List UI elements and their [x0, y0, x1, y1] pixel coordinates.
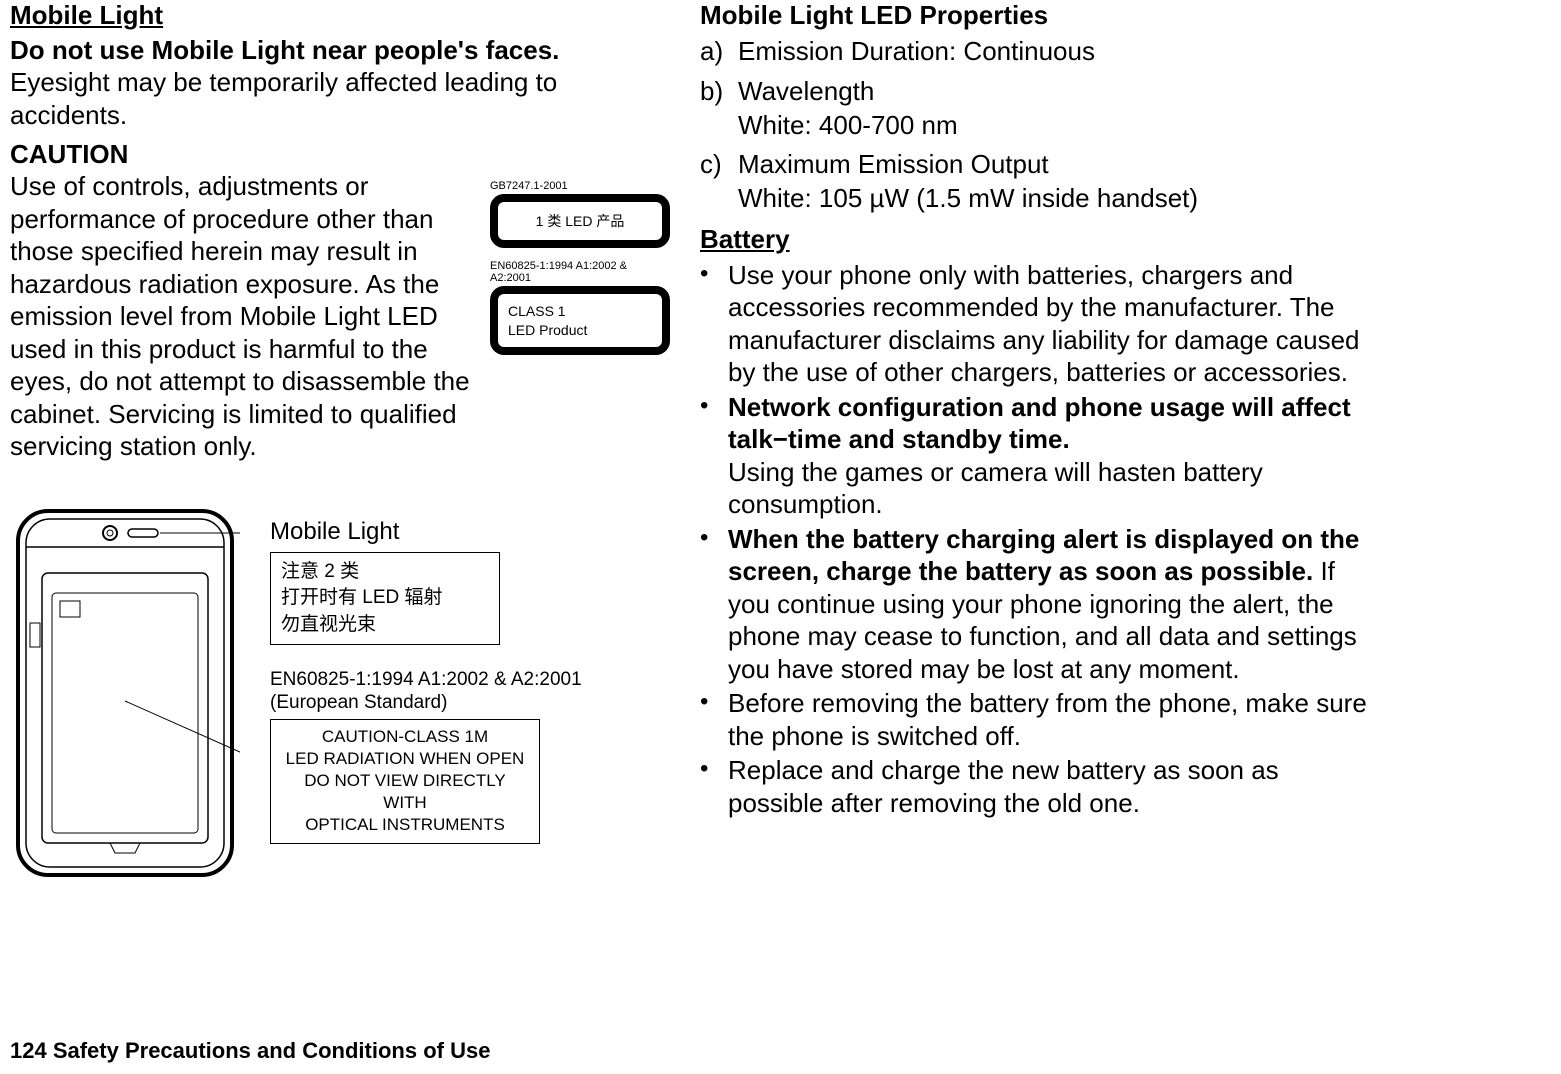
battery-bullet-5: • Replace and charge the new battery as … [700, 754, 1370, 819]
chinese-warning-box: 注意 2 类 打开时有 LED 辐射 勿直视光束 [270, 552, 500, 646]
caution-box-line1: CAUTION-CLASS 1M [281, 726, 529, 748]
property-c-line1: Maximum Emission Output [738, 148, 1370, 182]
property-c-letter: c) [700, 148, 738, 216]
caution-heading: CAUTION [10, 139, 670, 170]
bullet2-rest: Using the games or camera will hasten ba… [728, 457, 1263, 520]
property-c: c) Maximum Emission Output White: 105 µW… [700, 148, 1370, 216]
caution-box-line3: DO NOT VIEW DIRECTLY WITH [281, 770, 529, 814]
label-boxes-container: GB7247.1-2001 1 类 LED 产品 EN60825-1:1994 … [490, 170, 670, 355]
bullet-icon: • [700, 523, 728, 686]
bullet4-text: Before removing the battery from the pho… [728, 687, 1370, 752]
caution-box-line2: LED RADIATION WHEN OPEN [281, 748, 529, 770]
label1-box: 1 类 LED 产品 [490, 194, 670, 248]
property-a-letter: a) [700, 35, 738, 69]
warning-body: Eyesight may be temporarily affected lea… [10, 66, 670, 131]
battery-heading: Battery [700, 224, 1370, 255]
battery-bullet-3: • When the battery charging alert is dis… [700, 523, 1370, 686]
bullet1-text: Use your phone only with batteries, char… [728, 259, 1370, 389]
label1-standard: GB7247.1-2001 [490, 180, 670, 192]
label2-standard: EN60825-1:1994 A1:2002 & A2:2001 [490, 260, 670, 284]
bullet-icon: • [700, 754, 728, 819]
diagram-area: Mobile Light 注意 2 类 打开时有 LED 辐射 勿直视光束 EN… [10, 503, 670, 888]
bullet2-bold: Network configuration and phone usage wi… [728, 392, 1351, 455]
warning-bold: Do not use Mobile Light near people's fa… [10, 35, 670, 66]
battery-bullet-4: • Before removing the battery from the p… [700, 687, 1370, 752]
bullet-icon: • [700, 259, 728, 389]
property-b: b) Wavelength White: 400-700 nm [700, 75, 1370, 143]
euro-standard-line1: EN60825-1:1994 A1:2002 & A2:2001 [270, 669, 670, 692]
caution-box-line4: OPTICAL INSTRUMENTS [281, 814, 529, 836]
property-b-line1: Wavelength [738, 75, 1370, 109]
page-footer: 124 Safety Precautions and Conditions of… [10, 1038, 490, 1064]
label2-line2: LED Product [508, 321, 652, 339]
mobile-light-heading: Mobile Light [10, 0, 670, 31]
battery-bullet-2: • Network configuration and phone usage … [700, 391, 1370, 521]
property-b-letter: b) [700, 75, 738, 143]
property-a: a) Emission Duration: Continuous [700, 35, 1370, 69]
caution-class-box: CAUTION-CLASS 1M LED RADIATION WHEN OPEN… [270, 719, 540, 843]
battery-bullet-1: • Use your phone only with batteries, ch… [700, 259, 1370, 389]
property-a-text: Emission Duration: Continuous [738, 35, 1370, 69]
mobile-light-diagram-label: Mobile Light [270, 518, 670, 546]
caution-body: Use of controls, adjustments or performa… [10, 170, 482, 463]
chinese-line1: 注意 2 类 [281, 559, 489, 586]
euro-standard-line2: (European Standard) [270, 692, 670, 715]
bullet-icon: • [700, 687, 728, 752]
bullet3-bold: When the battery charging alert is displ… [728, 524, 1359, 587]
led-properties-heading: Mobile Light LED Properties [700, 0, 1370, 31]
bullet5-text: Replace and charge the new battery as so… [728, 754, 1370, 819]
phone-diagram [10, 503, 240, 888]
property-c-line2: White: 105 µW (1.5 mW inside handset) [738, 182, 1370, 216]
label2-line1: CLASS 1 [508, 302, 652, 320]
chinese-line2: 打开时有 LED 辐射 [281, 585, 489, 612]
property-b-line2: White: 400-700 nm [738, 109, 1370, 143]
chinese-line3: 勿直视光束 [281, 612, 489, 639]
label2-box: CLASS 1 LED Product [490, 286, 670, 354]
bullet-icon: • [700, 391, 728, 521]
euro-standard-label: EN60825-1:1994 A1:2002 & A2:2001 (Europe… [270, 669, 670, 715]
